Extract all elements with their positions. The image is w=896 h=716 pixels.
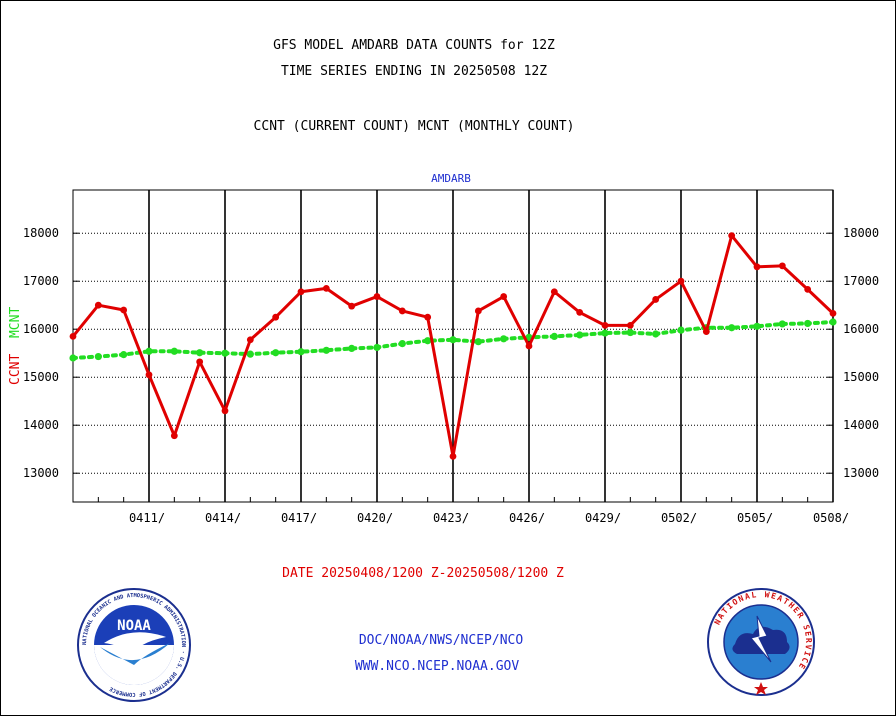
mcnt-point	[246, 350, 254, 358]
ccnt-point	[272, 313, 280, 321]
ccnt-point	[69, 333, 77, 340]
ccnt-point	[170, 432, 178, 440]
mcnt-point	[728, 324, 736, 332]
ccnt-point	[576, 309, 584, 316]
ccnt-point	[702, 328, 710, 335]
mcnt-point	[424, 337, 432, 345]
ccnt-point	[322, 285, 330, 292]
x-tick-label: 0505/	[737, 511, 773, 525]
y-tick-label-left: 15000	[23, 370, 59, 384]
y-tick-label-left: 13000	[23, 466, 59, 480]
ccnt-point	[500, 293, 508, 300]
ccnt-point	[525, 342, 533, 350]
ccnt-point	[145, 371, 153, 379]
mcnt-point	[652, 330, 660, 338]
ccnt-point	[753, 263, 761, 271]
y-tick-label-right: 18000	[843, 226, 879, 240]
x-tick-labels: 0411/0414/0417/0420/0423/0426/0429/0502/…	[129, 511, 849, 525]
y-tick-label-left: 16000	[23, 322, 59, 336]
ccnt-point	[348, 302, 356, 310]
mcnt-point	[145, 347, 153, 355]
ccnt-point	[196, 358, 204, 366]
y-tick-label-left: 18000	[23, 226, 59, 240]
ccnt-point	[677, 277, 685, 285]
chart-subtitle: CCNT (CURRENT COUNT) MCNT (MONTHLY COUNT…	[253, 119, 575, 134]
panel-label: AMDARB	[431, 172, 471, 185]
vertical-gridlines	[97, 190, 834, 502]
footer-org: DOC/NOAA/NWS/NCEP/NCO	[358, 633, 524, 648]
y-tick-label-right: 17000	[843, 274, 879, 288]
mcnt-point	[804, 319, 812, 328]
ccnt-point	[424, 313, 432, 321]
y-tick-label-right: 16000	[843, 322, 879, 336]
ccnt-point	[449, 453, 457, 460]
ccnt-point	[297, 288, 305, 296]
y-tick-label-right: 15000	[843, 370, 879, 384]
mcnt-point	[170, 347, 178, 355]
mcnt-point	[778, 320, 786, 328]
date-range-label: DATE 20250408/1200 Z-20250508/1200 Z	[282, 566, 564, 581]
ccnt-point	[373, 293, 381, 300]
y-tick-label-left: 14000	[23, 418, 59, 432]
x-tick-label: 0429/	[585, 511, 621, 525]
mcnt-point	[576, 331, 584, 339]
x-tick-label: 0420/	[357, 511, 393, 525]
mcnt-point	[272, 349, 280, 357]
mcnt-point	[550, 332, 558, 340]
horizontal-gridlines	[73, 232, 833, 474]
series-ccnt	[69, 232, 837, 460]
chart-title-line2: TIME SERIES ENDING IN 20250508 12Z	[280, 64, 548, 79]
mcnt-point	[500, 335, 508, 343]
ccnt-point	[94, 301, 102, 309]
mcnt-point	[196, 349, 204, 357]
ccnt-point	[829, 309, 837, 317]
mcnt-point	[753, 322, 761, 330]
x-tick-label: 0411/	[129, 511, 165, 525]
ccnt-point	[601, 321, 609, 329]
noaa-logo-text: NOAA	[117, 618, 151, 634]
ccnt-point	[550, 288, 558, 296]
ccnt-point	[398, 307, 406, 315]
ccnt-point	[474, 307, 482, 315]
mcnt-point	[120, 351, 128, 359]
x-tick-label: 0423/	[433, 511, 469, 525]
line-chart: 13000 13000 14000 14000 15000 15000 16000 16000…	[23, 189, 879, 525]
mcnt-point	[677, 326, 685, 334]
ccnt-point	[652, 296, 660, 303]
ccnt-point	[728, 232, 736, 240]
mcnt-point	[297, 348, 305, 356]
mcnt-point	[69, 354, 77, 362]
mcnt-point	[626, 328, 634, 337]
ccnt-point	[246, 336, 254, 344]
y-tick-label-left: 17000	[23, 274, 59, 288]
ccnt-point	[626, 321, 634, 329]
ccnt-point	[221, 407, 229, 415]
x-tick-label: 0508/	[813, 511, 849, 525]
x-tick-label: 0414/	[205, 511, 241, 525]
mcnt-point	[398, 340, 406, 348]
mcnt-point	[348, 344, 356, 352]
nws-logo: NATIONAL WEATHER SERVICE	[707, 588, 815, 696]
x-tick-label: 0426/	[509, 511, 545, 525]
ccnt-point	[804, 285, 812, 293]
mcnt-point	[449, 336, 457, 344]
noaa-logo: NOAA NATIONAL OCEANIC AND ATMOSPHERIC AD…	[77, 588, 191, 702]
chart-title: GFS MODEL AMDARB DATA COUNTS for 12Z	[273, 38, 555, 53]
ccnt-point	[120, 306, 128, 314]
footer-url: WWW.NCO.NCEP.NOAA.GOV	[354, 659, 520, 674]
x-tick-label: 0417/	[281, 511, 317, 525]
mcnt-point	[601, 329, 609, 337]
y-tick-label-right: 13000	[843, 466, 879, 480]
mcnt-point	[322, 346, 330, 354]
star-icon	[754, 682, 768, 695]
mcnt-point	[94, 352, 102, 361]
ccnt-point	[778, 262, 786, 270]
y-tick-labels: 13000 13000 14000 14000 15000 15000 16000 16000…	[23, 226, 879, 480]
x-tick-label: 0502/	[661, 511, 697, 525]
mcnt-point	[829, 318, 837, 326]
mcnt-point	[373, 343, 381, 352]
mcnt-point	[474, 338, 482, 346]
y-tick-label-right: 14000	[843, 418, 879, 432]
mcnt-point	[221, 349, 229, 357]
